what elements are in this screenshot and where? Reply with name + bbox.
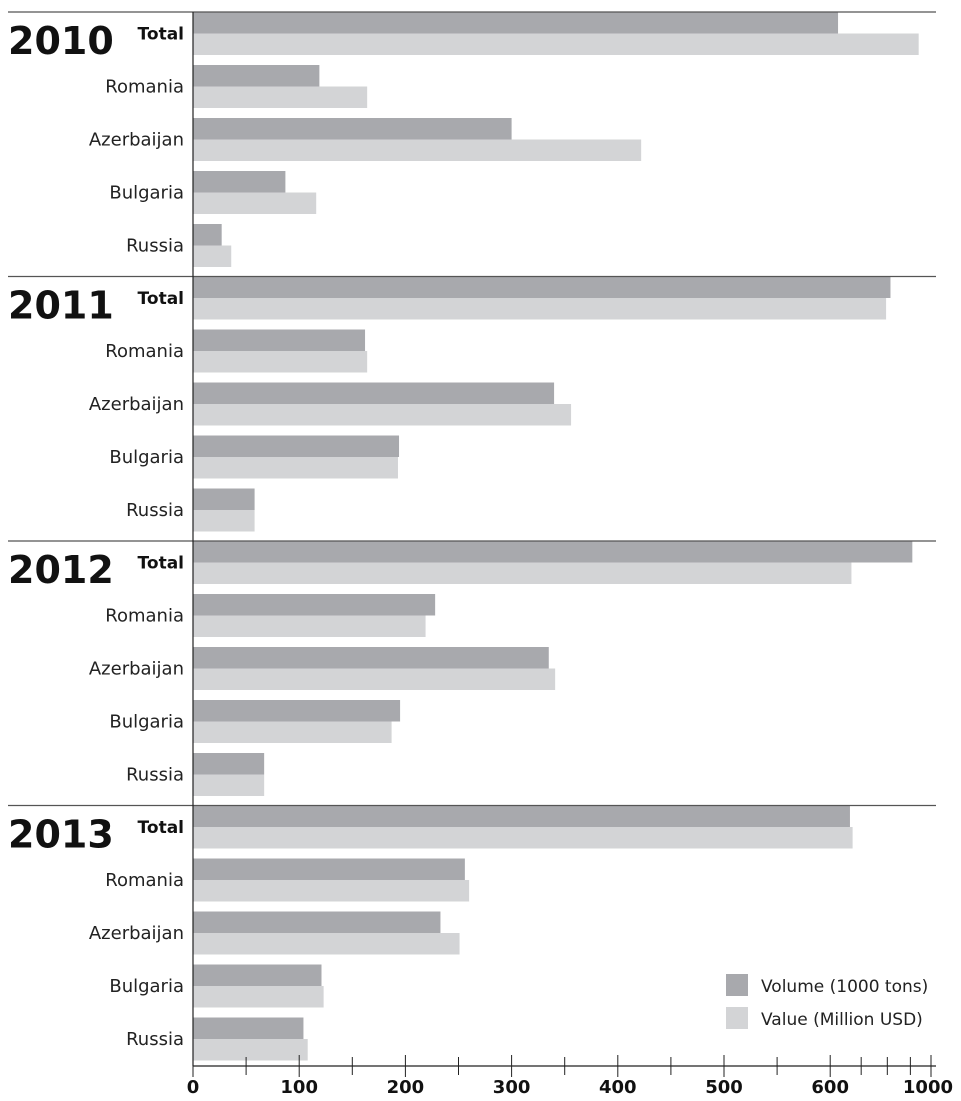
bars-layer bbox=[193, 12, 919, 1061]
x-tick-label: 400 bbox=[599, 1077, 637, 1098]
legend: Volume (1000 tons) Value (Million USD) bbox=[726, 974, 928, 1030]
country-label: Bulgaria bbox=[109, 712, 184, 733]
volume-bar bbox=[193, 65, 319, 87]
legend-swatch bbox=[726, 1007, 748, 1029]
x-tick-label: 200 bbox=[387, 1077, 425, 1098]
value-bar bbox=[193, 87, 367, 109]
value-bar bbox=[193, 457, 398, 479]
country-label: Russia bbox=[126, 765, 184, 786]
volume-bar bbox=[193, 12, 838, 34]
value-bar bbox=[193, 140, 641, 162]
volume-bar bbox=[193, 700, 400, 722]
value-bar bbox=[193, 298, 886, 320]
country-label: Russia bbox=[126, 236, 184, 257]
x-tick-label: 500 bbox=[705, 1077, 743, 1098]
year-label: 2010 bbox=[8, 19, 114, 63]
value-bar bbox=[193, 933, 460, 955]
value-bar bbox=[193, 775, 264, 797]
year-label: 2013 bbox=[8, 813, 114, 857]
year-label: 2011 bbox=[8, 284, 114, 328]
volume-bar bbox=[193, 912, 440, 934]
volume-bar bbox=[193, 118, 512, 140]
x-tick-label: 0 bbox=[187, 1077, 200, 1098]
volume-bar bbox=[193, 436, 399, 458]
volume-bar bbox=[193, 753, 264, 775]
value-bar bbox=[193, 1039, 308, 1061]
volume-bar bbox=[193, 541, 912, 563]
x-tick-label: 1000 bbox=[903, 1077, 953, 1098]
volume-bar bbox=[193, 859, 465, 881]
country-label: Romania bbox=[105, 606, 184, 627]
country-label: Russia bbox=[126, 500, 184, 521]
value-bar bbox=[193, 563, 851, 585]
volume-bar bbox=[193, 330, 365, 352]
legend-label: Volume (1000 tons) bbox=[761, 977, 928, 997]
country-label: Romania bbox=[105, 77, 184, 98]
country-label: Romania bbox=[105, 341, 184, 362]
country-label: Azerbaijan bbox=[89, 659, 184, 680]
value-bar bbox=[193, 986, 324, 1008]
country-label: Bulgaria bbox=[109, 183, 184, 204]
volume-bar bbox=[193, 806, 850, 828]
year-label: 2012 bbox=[8, 548, 114, 592]
volume-bar bbox=[193, 594, 435, 616]
total-label: Total bbox=[138, 554, 184, 574]
country-label: Azerbaijan bbox=[89, 923, 184, 944]
x-tick-label: 300 bbox=[493, 1077, 531, 1098]
value-bar bbox=[193, 510, 255, 532]
country-label: Bulgaria bbox=[109, 447, 184, 468]
volume-bar bbox=[193, 277, 890, 299]
country-label: Azerbaijan bbox=[89, 130, 184, 151]
volume-bar bbox=[193, 1018, 303, 1040]
x-tick-label: 600 bbox=[811, 1077, 849, 1098]
value-bar bbox=[193, 193, 316, 215]
volume-bar bbox=[193, 489, 255, 511]
legend-swatch bbox=[726, 974, 748, 996]
legend-label: Value (Million USD) bbox=[761, 1010, 923, 1030]
total-label: Total bbox=[138, 289, 184, 309]
value-bar bbox=[193, 351, 367, 373]
total-label: Total bbox=[138, 818, 184, 838]
volume-bar bbox=[193, 383, 554, 405]
total-label: Total bbox=[138, 25, 184, 45]
value-bar bbox=[193, 669, 555, 691]
value-bar bbox=[193, 722, 392, 744]
volume-bar bbox=[193, 171, 285, 193]
volume-bar bbox=[193, 647, 549, 669]
value-bar bbox=[193, 34, 919, 56]
value-bar bbox=[193, 246, 231, 268]
value-bar bbox=[193, 616, 426, 638]
value-bar bbox=[193, 880, 469, 902]
labels-layer: 2010 Total Romania Azerbaijan Bulgaria Russia… bbox=[8, 12, 936, 1050]
volume-bar bbox=[193, 965, 322, 987]
country-label: Russia bbox=[126, 1029, 184, 1050]
x-tick-label: 100 bbox=[280, 1077, 318, 1098]
value-bar bbox=[193, 404, 571, 426]
value-bar bbox=[193, 827, 853, 849]
country-label: Azerbaijan bbox=[89, 394, 184, 415]
volume-bar bbox=[193, 224, 222, 246]
country-label: Bulgaria bbox=[109, 976, 184, 997]
country-label: Romania bbox=[105, 870, 184, 891]
